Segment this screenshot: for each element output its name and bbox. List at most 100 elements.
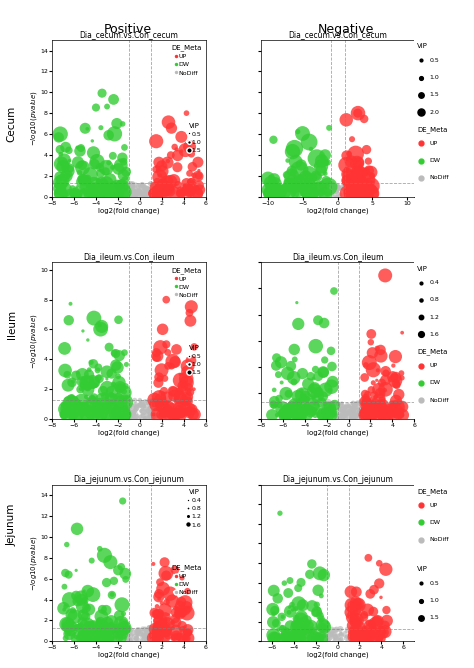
Point: [296, 623, 303, 634]
Point: [320, 405, 328, 416]
Point: [352, 629, 359, 640]
Point: [323, 184, 330, 195]
Point: [176, 403, 183, 413]
Point: [148, 635, 156, 646]
Point: [166, 589, 174, 599]
Point: [183, 391, 191, 402]
Point: [64, 369, 71, 380]
Point: [82, 633, 90, 643]
Point: [118, 627, 126, 637]
Point: [278, 377, 285, 388]
Point: [118, 188, 125, 198]
Point: [64, 166, 72, 176]
Point: [335, 411, 343, 422]
Point: [365, 401, 373, 412]
Point: [328, 401, 335, 412]
Point: [320, 189, 328, 200]
Point: [115, 627, 122, 637]
Point: [116, 383, 123, 393]
Point: [354, 410, 362, 421]
Point: [152, 188, 159, 199]
Point: [133, 627, 140, 638]
Point: [128, 190, 135, 201]
Point: [272, 400, 280, 411]
Point: [329, 409, 337, 420]
Point: [140, 631, 148, 641]
Point: [295, 633, 302, 644]
Point: [164, 117, 172, 128]
Point: [125, 399, 132, 410]
Point: [114, 625, 122, 636]
Point: [164, 631, 172, 641]
Point: [172, 409, 179, 420]
Point: [332, 632, 339, 643]
Point: [287, 621, 294, 631]
Point: [68, 409, 75, 420]
Point: [113, 182, 121, 193]
Point: [330, 398, 337, 409]
Point: [63, 403, 71, 414]
Point: [182, 625, 189, 636]
Point: [393, 401, 401, 412]
Point: [156, 636, 164, 647]
Point: [156, 188, 164, 199]
Point: [320, 621, 328, 632]
Point: [345, 400, 352, 411]
Point: [313, 625, 321, 635]
Point: [320, 413, 328, 424]
Point: [314, 172, 321, 182]
Point: [168, 409, 175, 420]
Point: [158, 409, 166, 420]
Point: [155, 635, 162, 646]
Point: [195, 170, 202, 181]
Point: [118, 628, 125, 639]
Point: [310, 186, 318, 197]
Point: [318, 188, 325, 199]
Point: [348, 412, 356, 423]
Point: [163, 623, 170, 634]
Point: [62, 403, 69, 414]
Point: [309, 400, 316, 411]
Point: [137, 188, 144, 198]
Point: [148, 405, 156, 415]
Point: [381, 385, 389, 395]
Point: [158, 177, 165, 188]
Point: [364, 409, 371, 420]
Point: [135, 413, 143, 424]
Point: [359, 186, 367, 197]
Point: [292, 632, 300, 643]
Point: [121, 412, 129, 423]
Point: [344, 188, 352, 199]
Point: [319, 413, 326, 424]
Point: [163, 339, 170, 349]
Point: [269, 604, 276, 615]
Point: [313, 180, 321, 191]
Point: [273, 187, 280, 198]
Point: [352, 402, 360, 413]
Point: [140, 182, 148, 193]
Point: [314, 182, 322, 193]
Point: [114, 629, 121, 639]
Point: [154, 633, 162, 643]
Point: [153, 162, 160, 172]
Point: [163, 185, 171, 196]
Point: [113, 407, 121, 418]
Point: [120, 623, 128, 633]
Point: [123, 185, 130, 196]
Point: [362, 633, 369, 643]
Point: [358, 633, 365, 644]
Point: [355, 397, 363, 407]
Point: [287, 361, 295, 371]
Point: [346, 625, 354, 636]
Point: [137, 180, 144, 191]
Point: [366, 409, 374, 420]
Point: [329, 624, 337, 635]
Point: [289, 633, 297, 644]
Point: [68, 609, 75, 620]
Point: [120, 187, 128, 198]
Point: [334, 191, 341, 202]
Point: [179, 381, 187, 391]
Point: [153, 636, 161, 647]
Point: [372, 619, 380, 629]
Point: [182, 597, 189, 608]
